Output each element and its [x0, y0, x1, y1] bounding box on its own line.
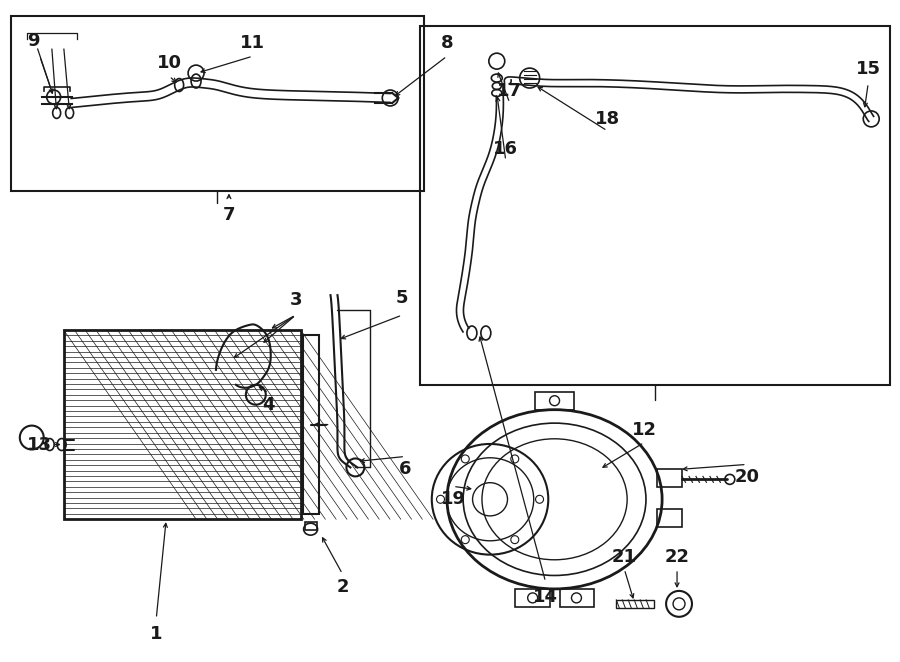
Bar: [560, 589, 594, 607]
Bar: [304, 522, 317, 530]
Text: 18: 18: [595, 110, 620, 128]
Text: 8: 8: [441, 34, 454, 52]
Text: 15: 15: [856, 60, 881, 78]
Text: 19: 19: [440, 491, 465, 508]
Text: 4: 4: [263, 396, 275, 414]
Text: 14: 14: [533, 588, 558, 606]
Text: 1: 1: [150, 625, 163, 643]
Text: 11: 11: [240, 34, 266, 52]
Text: 9: 9: [28, 32, 40, 50]
Bar: [302, 335, 319, 514]
Text: 10: 10: [157, 54, 182, 72]
Bar: [11, 17, 424, 191]
Bar: [616, 600, 654, 608]
Bar: [64, 330, 301, 519]
Text: 12: 12: [632, 420, 657, 439]
Text: 21: 21: [612, 548, 637, 566]
Text: 5: 5: [396, 289, 409, 307]
Text: 2: 2: [337, 578, 348, 596]
Bar: [657, 509, 682, 527]
Text: 7: 7: [222, 207, 235, 224]
Text: 13: 13: [27, 436, 52, 453]
Bar: [515, 589, 550, 607]
Text: 6: 6: [399, 460, 411, 479]
Bar: [535, 392, 574, 410]
Text: 3: 3: [290, 291, 302, 309]
Text: 16: 16: [493, 140, 518, 158]
Bar: [657, 469, 682, 487]
Bar: [420, 26, 890, 385]
Text: 20: 20: [734, 469, 760, 487]
Text: 17: 17: [497, 82, 522, 100]
Text: 22: 22: [664, 548, 689, 566]
